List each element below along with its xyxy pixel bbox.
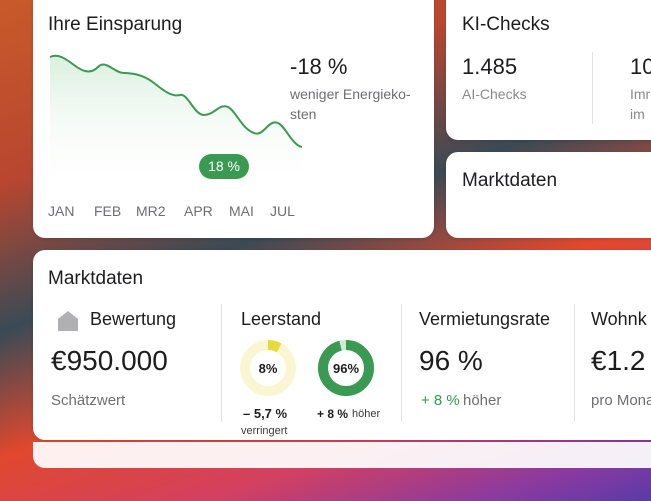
- divider: [592, 52, 593, 124]
- vacancy-donut-2: 96%: [318, 340, 374, 396]
- divider: [401, 304, 402, 422]
- savings-area: [50, 55, 302, 183]
- living-value: €1.2: [591, 345, 646, 376]
- ki-checks-label-2b: im: [630, 106, 645, 122]
- donut-label: 96%: [333, 361, 359, 376]
- living-label: Wohnk: [591, 309, 647, 329]
- divider: [221, 304, 222, 422]
- valuation-value: €950.000: [51, 345, 168, 376]
- market-small-card: Marktdaten: [446, 152, 651, 238]
- vacancy-change-2-value: + 8 %: [317, 407, 349, 421]
- vacancy-label: Leerstand: [241, 309, 322, 329]
- divider: [574, 304, 575, 422]
- vacancy-change-2-text: höher: [352, 408, 381, 420]
- market-small-title: Marktdaten: [462, 170, 558, 191]
- month-label: FEB: [94, 203, 122, 219]
- savings-title: Ihre Einsparung: [48, 14, 183, 35]
- month-label: JAN: [48, 203, 75, 219]
- savings-line: [49, 54, 303, 148]
- month-label: MR2: [136, 203, 166, 219]
- ki-checks-label: AI-Checks: [462, 86, 527, 102]
- ki-checks-value-2: 10: [630, 54, 651, 79]
- rental-change-value: + 8 %: [421, 392, 460, 409]
- vacancy-change-1: – 5,7 %: [243, 406, 288, 421]
- vacancy-donut-1: 8%: [240, 340, 296, 396]
- ki-checks-card: KI-Checks 1.485 AI-Checks 10 Imr im: [446, 0, 651, 140]
- rental-label: Vermietungsrate: [419, 309, 551, 329]
- bottom-panel: [33, 442, 651, 468]
- savings-card: Ihre Einsparung 18 % JAN FEB MR2 APR MAI…: [33, 0, 434, 238]
- donut-label: 8%: [259, 361, 278, 376]
- savings-line-chart: [49, 54, 303, 183]
- rental-change-text: höher: [463, 392, 502, 409]
- valuation-sub: Schätzwert: [51, 392, 126, 409]
- savings-badge: 18 %: [199, 154, 249, 179]
- month-label: JUL: [270, 203, 295, 219]
- month-label: APR: [184, 203, 213, 219]
- market-title: Marktdaten: [48, 268, 144, 289]
- market-card: Marktdaten Bewertung €950.000 Schätzwert…: [33, 250, 651, 440]
- ki-checks-title: KI-Checks: [462, 14, 550, 35]
- living-sub: pro Mona: [591, 392, 651, 409]
- rental-value: 96 %: [419, 345, 483, 376]
- valuation-label: Bewertung: [90, 309, 177, 329]
- savings-desc-line1: weniger Energieko-: [290, 86, 411, 102]
- ki-checks-value: 1.485: [462, 54, 518, 79]
- savings-desc-line2: sten: [290, 106, 317, 122]
- savings-value: -18 %: [290, 54, 348, 79]
- month-label: MAI: [229, 203, 254, 219]
- ki-checks-label-2a: Imr: [630, 86, 651, 102]
- house-icon: [58, 311, 78, 331]
- vacancy-change-1-sub: verringert: [241, 425, 288, 437]
